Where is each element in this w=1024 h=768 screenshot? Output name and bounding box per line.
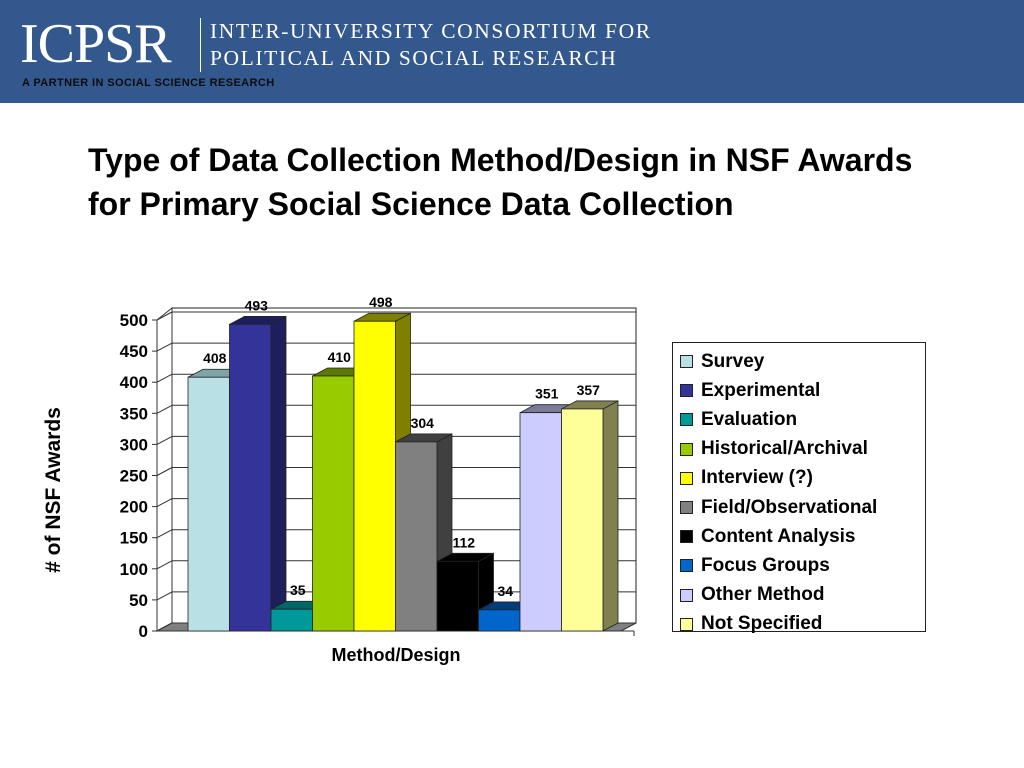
y-tick-label: 200 — [120, 498, 148, 517]
data-label: 498 — [369, 294, 393, 310]
bar-field-observational — [395, 441, 438, 632]
y-tick-label: 500 — [120, 311, 148, 330]
bar-experimental — [229, 323, 272, 632]
legend-swatch — [680, 501, 693, 515]
gridline-side — [156, 560, 173, 570]
slide-title: Type of Data Collection Method/Design in… — [88, 142, 913, 222]
bar-focus-groups — [478, 609, 521, 632]
legend-swatch — [680, 530, 693, 544]
legend-item: Focus Groups — [673, 551, 925, 580]
legend-label: Other Method — [701, 584, 825, 606]
legend-item: Field/Observational — [673, 493, 925, 522]
gridline-side — [156, 342, 173, 352]
legend-item: Other Method — [673, 581, 925, 610]
org-line-1: INTER-UNIVERSITY CONSORTIUM FOR — [210, 19, 652, 43]
bar-content-analysis — [436, 560, 479, 632]
y-tick-label: 450 — [120, 342, 148, 361]
bar-not-specified — [561, 408, 604, 632]
bar-interview — [353, 320, 396, 632]
data-label: 304 — [411, 415, 435, 431]
legend-swatch — [680, 588, 693, 602]
legend-label: Survey — [701, 350, 765, 372]
y-tick-label: 400 — [120, 373, 148, 392]
data-label: 357 — [577, 382, 601, 398]
bar-other-method — [519, 412, 562, 632]
legend-label: Field/Observational — [701, 496, 878, 518]
bar-side — [270, 315, 287, 632]
legend-label: Content Analysis — [701, 525, 856, 547]
icpsr-logo: ICPSR — [20, 13, 172, 75]
y-tick-label: 250 — [120, 467, 148, 486]
logo-divider — [200, 18, 201, 72]
bar-evaluation — [270, 608, 313, 632]
x-axis-label: Method/Design — [331, 645, 461, 665]
legend-item: Survey — [673, 347, 925, 376]
header-banner: ICPSR INTER-UNIVERSITY CONSORTIUM FOR PO… — [0, 0, 1024, 103]
gridline-side — [156, 498, 173, 508]
gridline-side — [156, 529, 173, 539]
legend-swatch — [680, 471, 693, 485]
data-label: 408 — [203, 350, 227, 366]
data-label: 410 — [328, 349, 352, 365]
chart-legend: Survey Experimental Evaluation Historical/A… — [672, 342, 926, 634]
gridline-side — [156, 373, 173, 383]
bar-historical-archival — [312, 375, 355, 632]
gridline-side — [156, 404, 173, 414]
data-label: 34 — [497, 583, 513, 599]
tagline: A PARTNER IN SOCIAL SCIENCE RESEARCH — [22, 77, 275, 89]
y-tick-label: 350 — [120, 404, 148, 423]
legend-item: Not Specified — [673, 610, 925, 639]
legend-swatch — [680, 559, 693, 573]
bar-survey — [187, 376, 230, 632]
y-tick-label: 100 — [120, 560, 148, 579]
plot-side-wall — [156, 306, 173, 632]
legend-item: Experimental — [673, 376, 925, 405]
legend-swatch — [680, 413, 693, 427]
legend-item: Historical/Archival — [673, 435, 925, 464]
y-tick-label: 150 — [120, 529, 148, 548]
legend-swatch — [680, 617, 693, 631]
legend-label: Evaluation — [701, 408, 798, 430]
gridline-side — [156, 467, 173, 476]
gridline-side — [156, 591, 173, 601]
legend-swatch — [680, 442, 693, 456]
legend-item: Evaluation — [673, 405, 925, 434]
org-line-2: POLITICAL AND SOCIAL RESEARCH — [210, 46, 618, 70]
legend-item: Content Analysis — [673, 522, 925, 551]
gridline-side — [156, 311, 173, 321]
legend-label: Focus Groups — [701, 554, 830, 576]
y-tick-label: 0 — [139, 622, 148, 641]
legend-label: Interview (?) — [701, 467, 813, 489]
legend-label: Historical/Archival — [701, 438, 868, 460]
data-label: 351 — [535, 386, 559, 402]
data-label: 493 — [245, 297, 269, 313]
data-label: 112 — [452, 534, 475, 550]
y-tick-label: 300 — [120, 435, 148, 454]
bar-side — [602, 400, 619, 632]
legend-swatch — [680, 355, 693, 369]
legend-label: Experimental — [701, 379, 821, 401]
data-label: 35 — [290, 582, 306, 598]
organization-name: INTER-UNIVERSITY CONSORTIUM FOR POLITICA… — [210, 18, 652, 72]
legend-item: Interview (?) — [673, 464, 925, 493]
legend-swatch — [680, 384, 693, 398]
y-tick-label: 50 — [129, 591, 148, 610]
gridline-side — [156, 435, 173, 445]
legend-label: Not Specified — [701, 613, 823, 635]
